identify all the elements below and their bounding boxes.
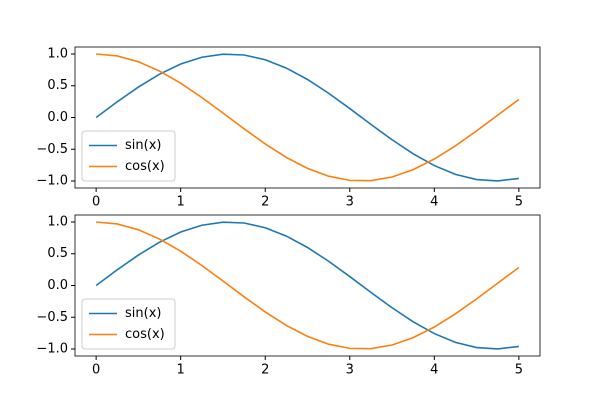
x-tick-label: 0 <box>92 195 100 210</box>
x-tick-label: 1 <box>177 195 185 210</box>
y-tick-label: 0.5 <box>47 78 68 93</box>
y-tick-label: 0.0 <box>47 110 68 125</box>
y-tick-label: −0.5 <box>36 142 68 157</box>
x-tick-label: 2 <box>261 195 269 210</box>
legend-box <box>81 298 176 350</box>
x-tick-label: 3 <box>346 363 354 378</box>
x-tick-label: 4 <box>430 195 438 210</box>
x-tick-label: 1 <box>177 363 185 378</box>
x-tick-label: 3 <box>346 195 354 210</box>
axes-frame <box>74 46 541 189</box>
x-tick-label: 4 <box>430 363 438 378</box>
subplot: 0 1 2 3 4 5 1.0 0.5 0.0 −0.5 −1.0 sin(x) cos(x) <box>36 214 541 378</box>
y-tick-label: −1.0 <box>36 342 68 357</box>
series-line <box>96 221 520 350</box>
y-tick-label: 1.0 <box>47 46 68 61</box>
subplot: 0 1 2 3 4 5 1.0 0.5 0.0 −0.5 −1.0 sin(x) cos(x) <box>36 46 541 210</box>
y-tick-label: 1.0 <box>47 214 68 229</box>
series-line <box>95 53 519 182</box>
x-tick-label: 0 <box>92 363 100 378</box>
axes-frame <box>74 214 541 357</box>
series-line <box>95 221 519 350</box>
legend: sin(x) cos(x) <box>81 298 176 350</box>
y-tick-label: −0.5 <box>36 310 68 325</box>
legend: sin(x) cos(x) <box>81 130 176 182</box>
legend-label: sin(x) <box>125 306 161 321</box>
y-tick-label: −1.0 <box>36 174 68 189</box>
legend-label: sin(x) <box>125 138 161 153</box>
x-tick-label: 5 <box>515 195 523 210</box>
x-tick-label: 2 <box>261 363 269 378</box>
y-tick-label: 0.0 <box>47 278 68 293</box>
legend-label: cos(x) <box>125 159 165 174</box>
series-line <box>96 53 520 182</box>
legend-label: cos(x) <box>125 327 165 342</box>
y-tick-label: 0.5 <box>47 246 68 261</box>
x-tick-label: 5 <box>515 363 523 378</box>
legend-box <box>81 130 176 182</box>
